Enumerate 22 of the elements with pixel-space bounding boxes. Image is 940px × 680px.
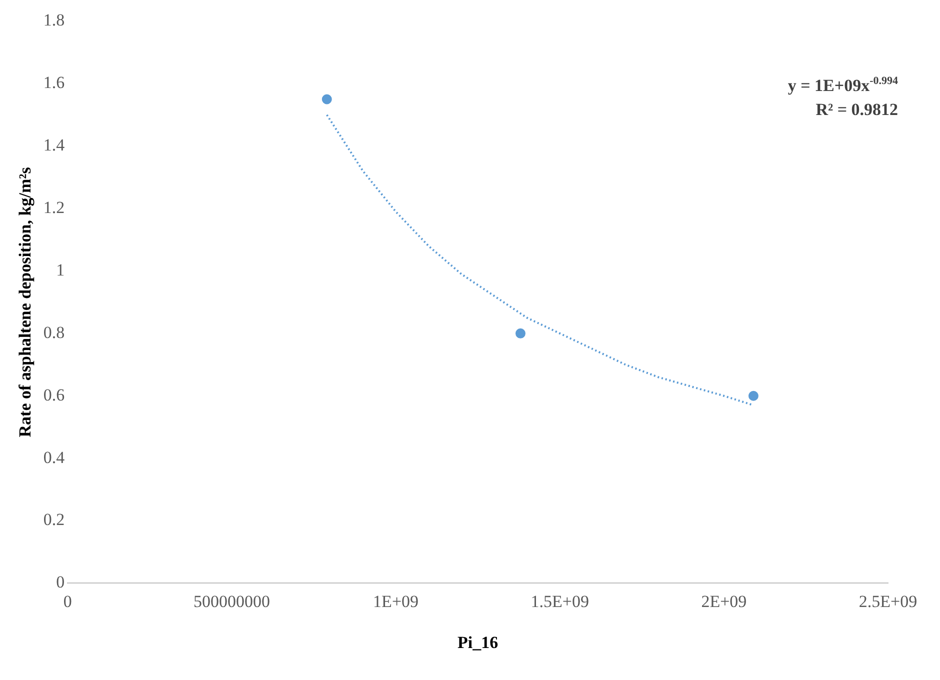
y-tick-label: 1.8 — [43, 10, 65, 30]
x-tick-label: 2E+09 — [701, 592, 747, 611]
x-tick-label: 500000000 — [193, 592, 270, 611]
y-tick-label: 0.2 — [43, 510, 65, 530]
y-tick-label: 0 — [56, 572, 65, 592]
y-tick-label: 1.6 — [43, 73, 65, 92]
annotation: R² = 0.9812 — [816, 100, 898, 120]
y-tick-label: 0.8 — [43, 322, 65, 342]
point — [322, 94, 332, 104]
point — [748, 390, 758, 401]
x-tick-label: 1E+09 — [373, 592, 419, 611]
y-tick-label: 1.2 — [43, 198, 65, 217]
line-series — [326, 114, 754, 406]
point — [515, 328, 526, 338]
y-tick-label: 0.4 — [43, 448, 66, 467]
y-tick-label: 1.4 — [43, 136, 66, 155]
x-tick-label: 2.5E+09 — [858, 592, 918, 611]
y-tick-label: 0.6 — [43, 385, 65, 404]
y-axis-title: Rate of asphaltene deposition, kg/m²s — [16, 166, 35, 438]
x-tick-label: 1.5E+09 — [530, 592, 589, 611]
x-axis-title: Pi_16 — [458, 633, 498, 652]
y-tick-label: 1 — [56, 260, 65, 280]
